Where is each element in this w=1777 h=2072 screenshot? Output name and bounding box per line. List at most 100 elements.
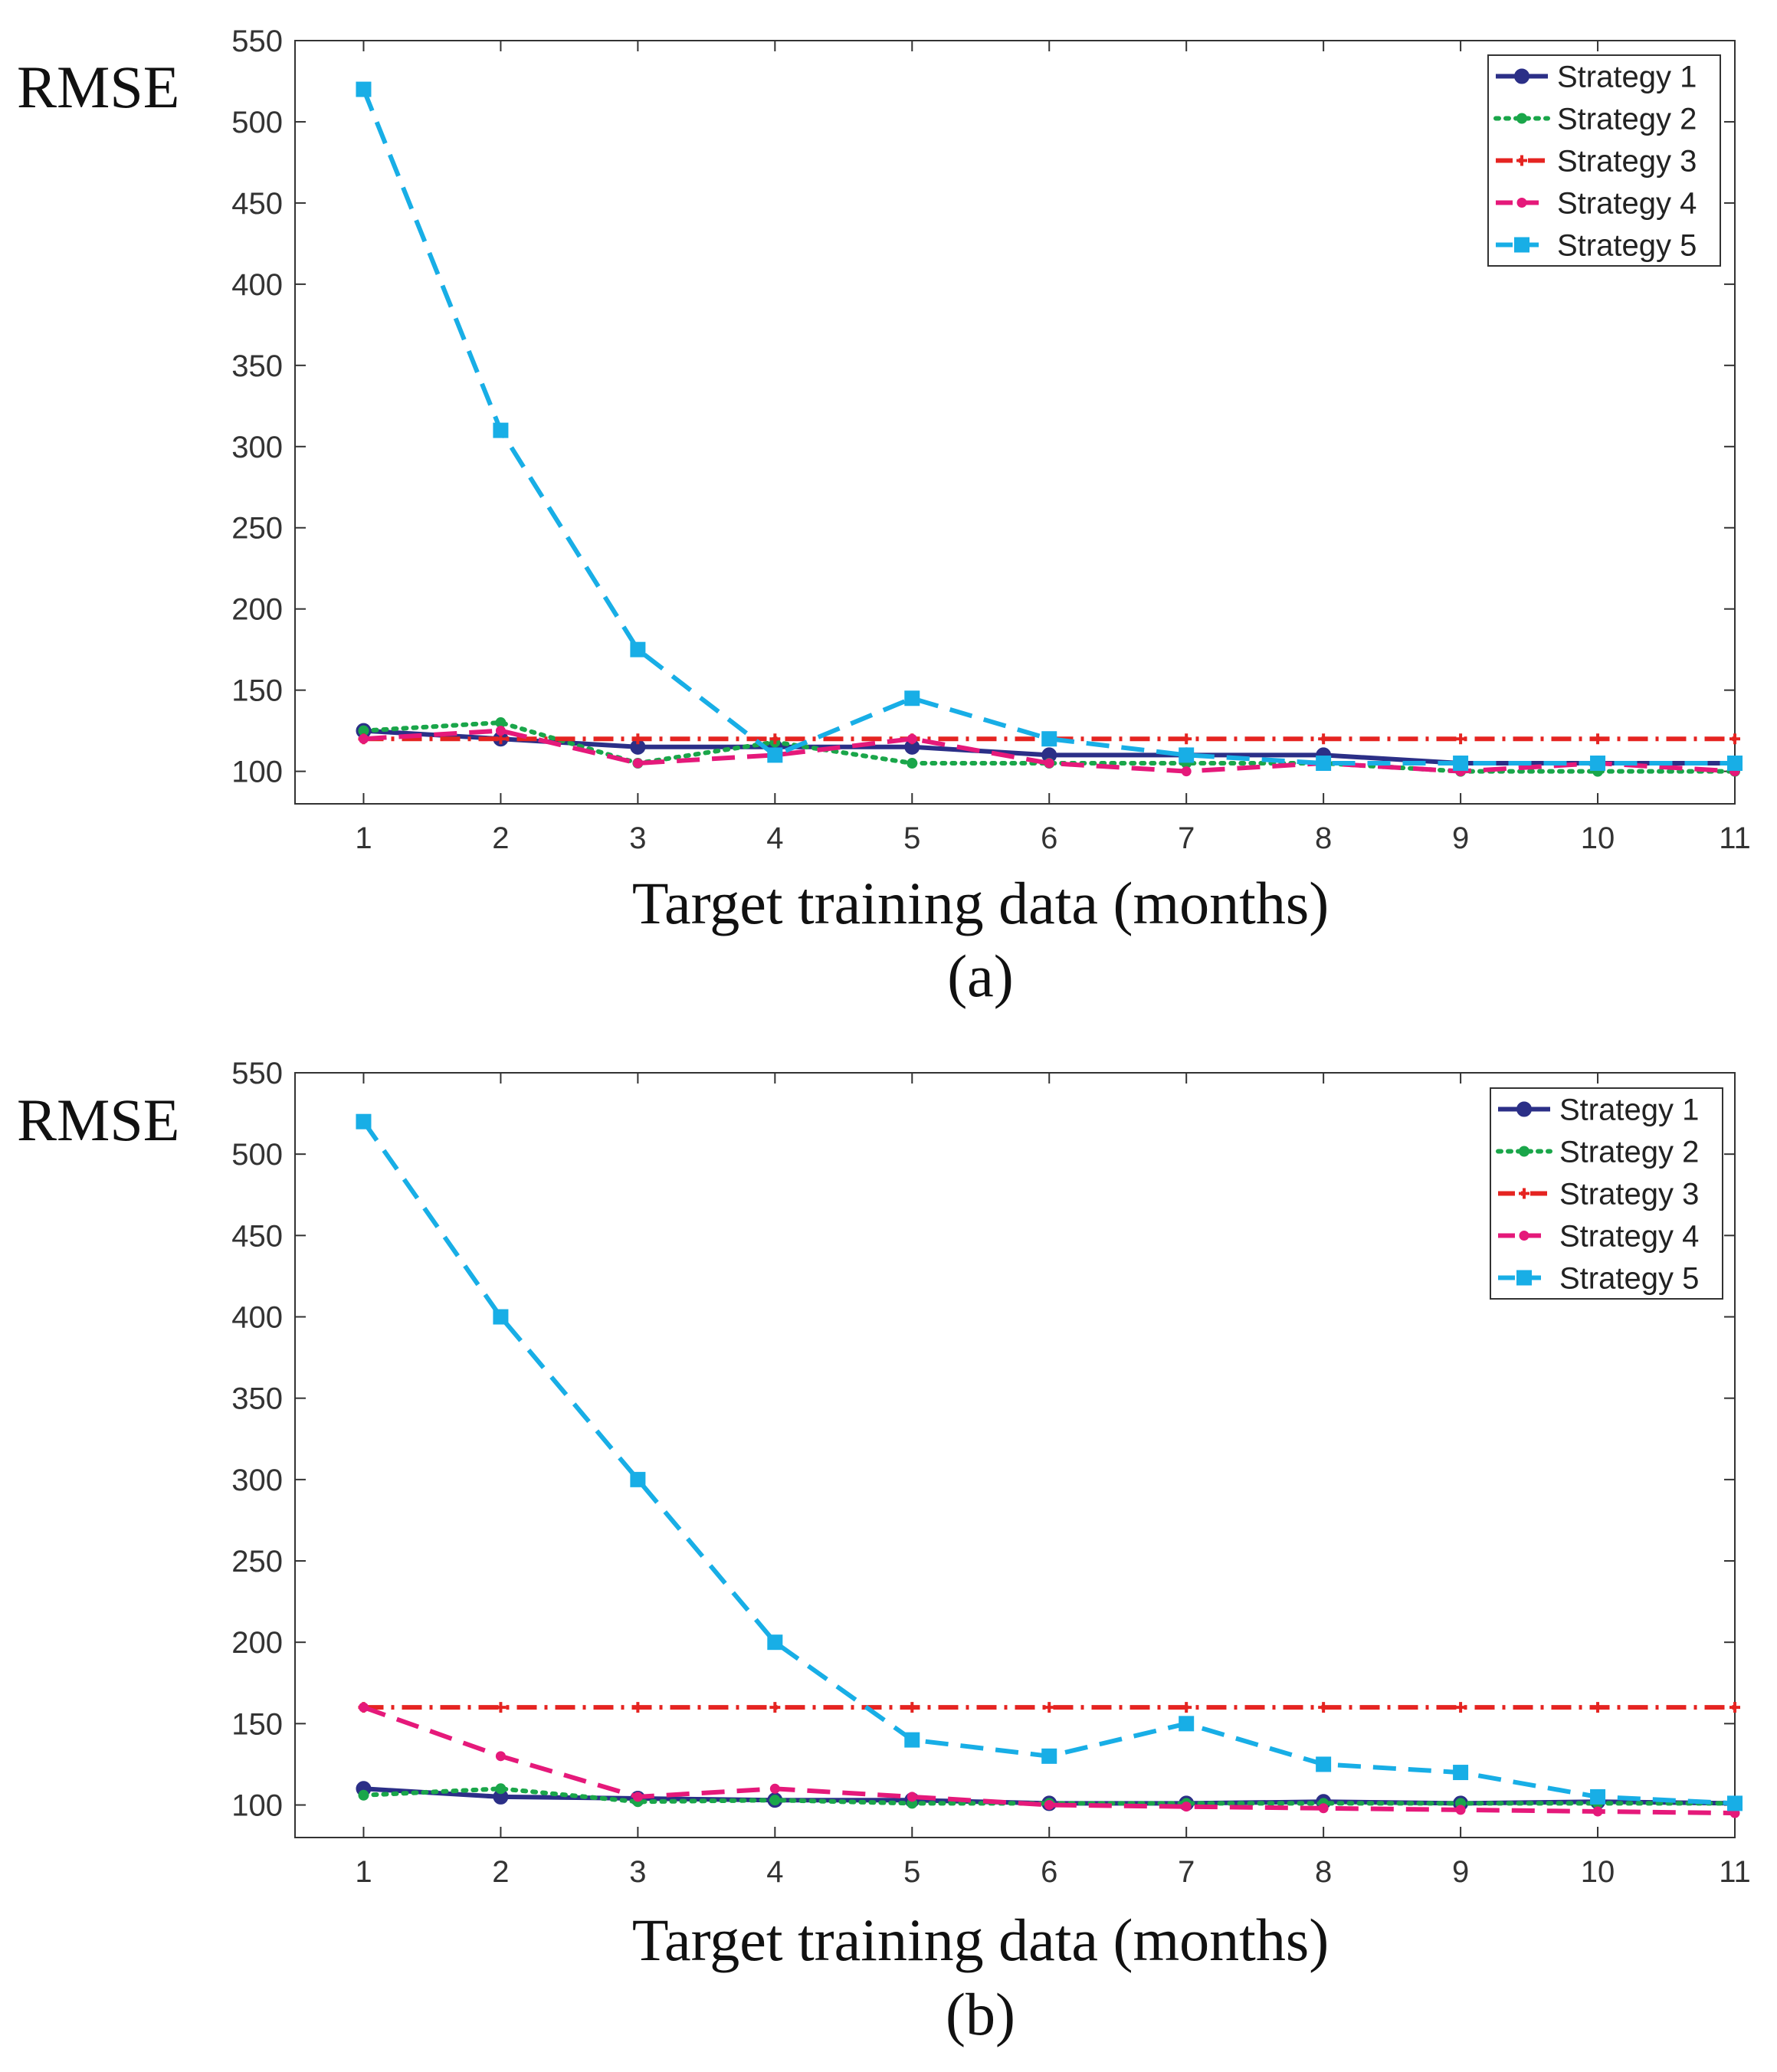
- data-point: [767, 747, 783, 763]
- x-tick-label: 7: [1178, 821, 1195, 855]
- data-point: [1727, 756, 1743, 772]
- x-axis-label: Target training data (months): [632, 1906, 1329, 1973]
- y-tick-label: 350: [231, 349, 283, 383]
- data-point: [632, 733, 644, 745]
- y-tick-label: 400: [231, 1301, 283, 1335]
- data-point: [907, 1702, 918, 1713]
- data-point: [1044, 1702, 1055, 1713]
- x-tick-label: 8: [1315, 821, 1332, 855]
- legend-marker: [1519, 1231, 1529, 1241]
- x-tick-label: 2: [492, 821, 509, 855]
- legend-label: Strategy 1: [1557, 61, 1697, 94]
- y-tick-label: 200: [231, 593, 283, 627]
- data-point: [904, 690, 920, 707]
- data-point: [907, 758, 918, 769]
- x-tick-label: 3: [629, 1855, 646, 1889]
- x-tick-label: 11: [1719, 821, 1751, 855]
- data-point: [630, 641, 646, 657]
- data-point: [1044, 758, 1054, 769]
- data-point: [1729, 1702, 1740, 1713]
- y-tick-label: 250: [231, 1545, 283, 1579]
- data-point: [907, 733, 917, 744]
- data-point: [1590, 756, 1606, 772]
- data-point: [1729, 733, 1740, 745]
- legend-marker: [1516, 1101, 1532, 1117]
- x-axis-label: Target training data (months): [632, 870, 1329, 936]
- legend-marker: [1516, 1270, 1532, 1286]
- data-point: [769, 733, 781, 745]
- data-point: [1453, 756, 1469, 772]
- data-point: [495, 1751, 506, 1762]
- x-tick-label: 4: [766, 821, 783, 855]
- data-point: [493, 422, 509, 438]
- data-point: [904, 1732, 920, 1748]
- series-line: [363, 728, 1736, 774]
- y-tick-label: 550: [231, 1057, 283, 1090]
- x-tick-label: 5: [903, 821, 920, 855]
- x-tick-label: 6: [1041, 1855, 1057, 1889]
- data-point: [1316, 1756, 1332, 1772]
- x-tick-label: 9: [1452, 821, 1469, 855]
- data-point: [1181, 766, 1192, 777]
- legend-label: Strategy 1: [1559, 1093, 1699, 1127]
- data-point: [1453, 1765, 1469, 1781]
- y-tick-label: 300: [231, 431, 283, 464]
- chart-panel-b: 100 150 200 250 300 350 400 450 500 550 1 2 3 4 5 6 7 8 9 1…: [17, 1057, 1751, 2047]
- data-point: [1181, 733, 1192, 745]
- x-tick-label: 2: [492, 1855, 509, 1889]
- y-tick-label: 550: [231, 25, 283, 58]
- data-point: [1592, 1702, 1604, 1713]
- data-point: [1044, 1800, 1054, 1811]
- data-point: [495, 1783, 507, 1795]
- data-point: [1181, 1702, 1192, 1713]
- x-tick-label: 8: [1315, 1855, 1332, 1889]
- x-tick-label: 3: [629, 821, 646, 855]
- data-point: [769, 1783, 780, 1794]
- x-tick-label: 10: [1581, 821, 1615, 855]
- panel-caption: (b): [946, 1981, 1015, 2047]
- y-tick-label: 200: [231, 1626, 283, 1660]
- x-tick-label: 1: [355, 1855, 372, 1889]
- data-point: [1318, 1803, 1329, 1814]
- legend-label: Strategy 4: [1557, 187, 1697, 221]
- data-point: [358, 733, 369, 744]
- x-tick-label: 7: [1178, 1855, 1195, 1889]
- series-strategy-5: [356, 81, 1743, 772]
- legend-marker: [1516, 113, 1527, 124]
- legend-marker: [1516, 198, 1527, 208]
- x-tick-label: 4: [766, 1855, 783, 1889]
- y-tick-label: 250: [231, 512, 283, 546]
- y-tick-label: 400: [231, 268, 283, 302]
- y-tick-label: 500: [231, 1138, 283, 1172]
- series-line: [361, 88, 1735, 766]
- y-tick-label: 450: [231, 187, 283, 221]
- data-point: [769, 1702, 781, 1713]
- y-axis-label: RMSE: [17, 54, 179, 120]
- data-point: [1318, 1702, 1329, 1713]
- legend-marker: [1519, 1146, 1529, 1157]
- series-strategy-3: [358, 1702, 1740, 1713]
- legend-label: Strategy 3: [1559, 1178, 1699, 1211]
- legend-label: Strategy 2: [1557, 103, 1697, 136]
- y-tick-label: 150: [231, 674, 283, 708]
- y-axis-label: RMSE: [17, 1087, 179, 1153]
- data-point: [493, 1309, 509, 1325]
- data-point: [769, 1795, 781, 1806]
- y-tick-label: 100: [231, 756, 283, 789]
- data-point: [767, 1634, 783, 1651]
- legend-marker: [1516, 155, 1527, 166]
- y-tick-label: 100: [231, 1789, 283, 1823]
- data-point: [632, 1702, 644, 1713]
- data-point: [1179, 1716, 1195, 1732]
- data-point: [495, 726, 506, 736]
- data-point: [495, 1702, 507, 1713]
- y-tick-label: 450: [231, 1219, 283, 1253]
- data-point: [1318, 733, 1329, 745]
- data-point: [356, 81, 372, 97]
- series-strategy-4: [358, 726, 1740, 777]
- y-tick-label: 150: [231, 1707, 283, 1741]
- legend-marker: [1519, 1188, 1529, 1199]
- data-point: [1455, 733, 1467, 745]
- data-point: [1179, 747, 1195, 763]
